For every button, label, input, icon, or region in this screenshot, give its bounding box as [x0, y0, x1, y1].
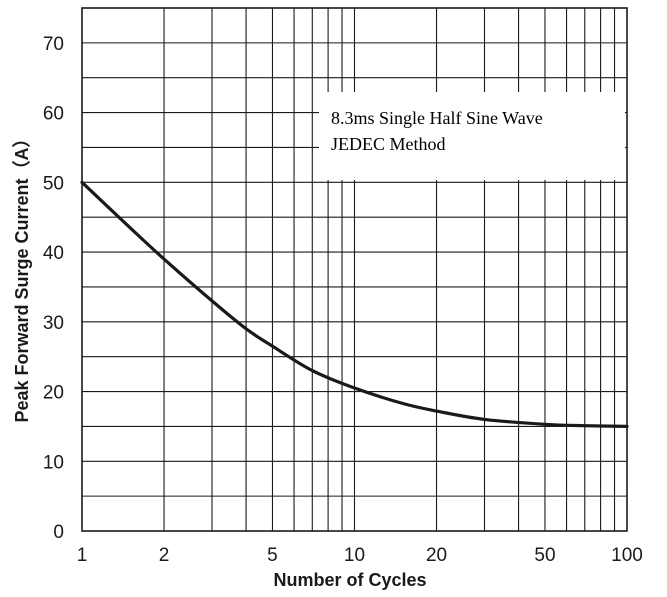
annotation-line-2: JEDEC Method — [331, 134, 446, 154]
grid-lines — [82, 8, 627, 531]
x-tick-label: 1 — [77, 545, 88, 566]
x-tick-label: 2 — [159, 545, 170, 566]
y-tick-label: 70 — [43, 34, 64, 55]
y-tick-label: 30 — [43, 313, 64, 334]
series-layer — [80, 180, 629, 428]
x-tick-label: 50 — [534, 545, 555, 566]
x-tick-label: 100 — [611, 545, 643, 566]
y-tick-label: 0 — [53, 522, 64, 543]
plot-frame — [81, 7, 628, 532]
annotation-line-1: 8.3ms Single Half Sine Wave — [331, 108, 543, 128]
y-tick-label: 60 — [43, 104, 64, 125]
annotation-box: 8.3ms Single Half Sine Wave JEDEC Method — [319, 92, 625, 180]
annotation-background — [319, 92, 625, 180]
tick-labels: 1 2 5 10 20 50 100 0 10 20 30 40 50 60 70 — [43, 34, 643, 566]
x-tick-label: 10 — [344, 545, 365, 566]
x-axis-title: Number of Cycles — [273, 570, 426, 590]
y-tick-label: 10 — [43, 452, 64, 473]
x-tick-label: 20 — [426, 545, 447, 566]
series-line-1 — [80, 180, 629, 428]
y-tick-label: 20 — [43, 383, 64, 404]
x-tick-label: 5 — [267, 545, 278, 566]
y-tick-label: 40 — [43, 243, 64, 264]
y-axis-title: Peak Forward Surge Current（A） — [12, 129, 32, 422]
y-tick-label: 50 — [43, 173, 64, 194]
